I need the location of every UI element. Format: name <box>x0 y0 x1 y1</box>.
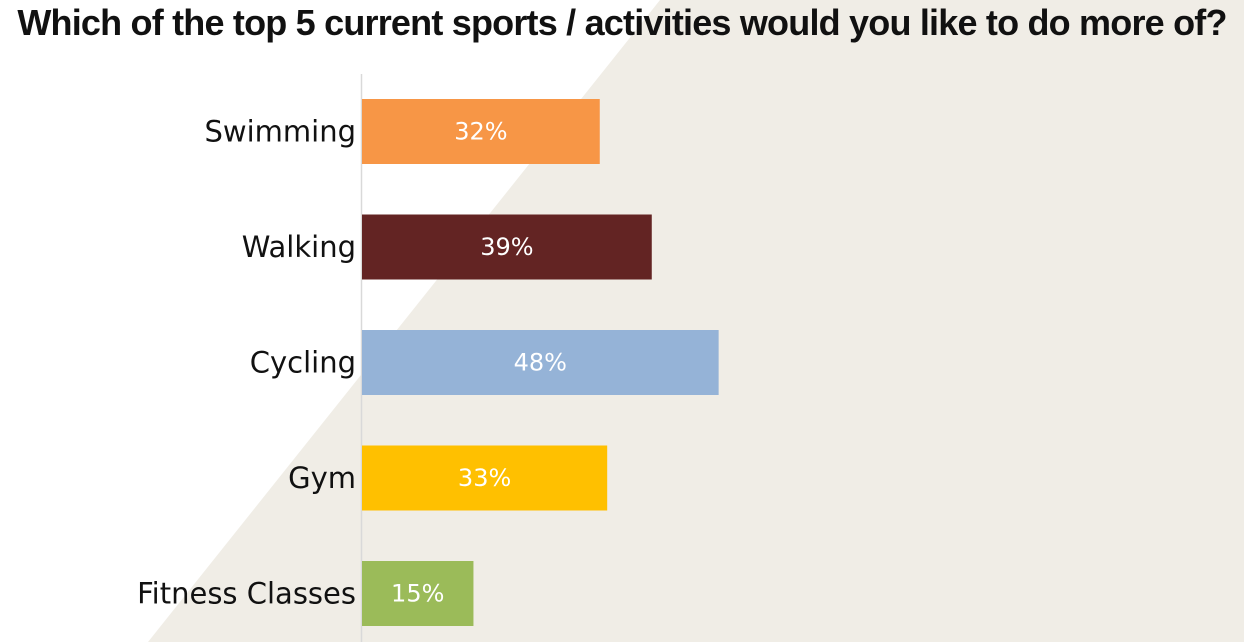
category-label-swimming: Swimming <box>204 115 356 149</box>
category-label-cycling: Cycling <box>250 346 356 380</box>
category-label-fitness-classes: Fitness Classes <box>137 577 356 611</box>
data-label-cycling: 48% <box>514 349 567 377</box>
bar-gym <box>362 445 608 511</box>
category-label-gym: Gym <box>288 461 356 495</box>
data-label-gym: 33% <box>458 464 511 492</box>
bar-walking <box>362 214 652 280</box>
category-label-walking: Walking <box>242 230 356 264</box>
data-label-fitness-classes: 15% <box>391 580 444 608</box>
bars-layer: Swimming 32% Walking 39% Cycling 48% Gym 33% Fit… <box>137 99 719 626</box>
bar-cycling <box>362 330 719 395</box>
chart-title: Which of the top 5 current sports / acti… <box>17 2 1227 43</box>
data-label-swimming: 32% <box>454 118 507 146</box>
data-label-walking: 39% <box>480 233 533 261</box>
bar-swimming <box>362 99 600 164</box>
bar-fitness-classes <box>362 561 474 626</box>
